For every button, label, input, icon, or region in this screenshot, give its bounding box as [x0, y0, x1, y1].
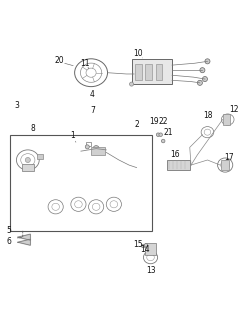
Circle shape: [144, 244, 147, 247]
Text: 17: 17: [223, 154, 233, 163]
Bar: [166, 160, 189, 170]
Bar: [135, 64, 141, 80]
Bar: [10, 135, 151, 231]
Circle shape: [25, 157, 30, 163]
Bar: [131, 59, 171, 84]
Bar: [86, 142, 91, 146]
Bar: [155, 64, 161, 80]
Text: 8: 8: [30, 124, 35, 133]
Circle shape: [141, 244, 144, 248]
Bar: [91, 147, 105, 155]
Bar: [37, 154, 43, 159]
Circle shape: [156, 133, 159, 136]
Bar: [222, 115, 229, 124]
Text: 7: 7: [89, 106, 94, 115]
Text: 1: 1: [70, 132, 74, 140]
Bar: [145, 244, 155, 255]
Text: 22: 22: [158, 117, 167, 126]
Polygon shape: [18, 239, 30, 245]
Text: 5: 5: [6, 226, 11, 235]
Text: 19: 19: [149, 117, 159, 126]
Text: 18: 18: [202, 111, 211, 120]
Text: 16: 16: [169, 150, 179, 159]
Bar: [145, 64, 151, 80]
Text: 3: 3: [14, 101, 19, 110]
Text: 6: 6: [6, 237, 11, 246]
Circle shape: [197, 80, 202, 85]
Circle shape: [129, 82, 133, 86]
Text: 15: 15: [133, 240, 143, 249]
Polygon shape: [18, 234, 30, 240]
Text: 11: 11: [80, 60, 89, 68]
Text: 4: 4: [89, 90, 94, 99]
Circle shape: [161, 139, 164, 143]
Text: 21: 21: [163, 128, 172, 137]
Circle shape: [204, 59, 209, 64]
Bar: [21, 164, 34, 172]
Text: 12: 12: [228, 105, 238, 114]
Text: 14: 14: [139, 244, 149, 253]
Text: 2: 2: [134, 120, 138, 129]
Circle shape: [158, 133, 162, 136]
Text: 13: 13: [145, 266, 155, 275]
Circle shape: [93, 146, 99, 152]
Circle shape: [85, 145, 89, 149]
Text: 10: 10: [133, 49, 142, 58]
Circle shape: [199, 68, 204, 73]
Text: 20: 20: [54, 56, 64, 65]
Circle shape: [202, 76, 207, 82]
Bar: [220, 160, 228, 170]
